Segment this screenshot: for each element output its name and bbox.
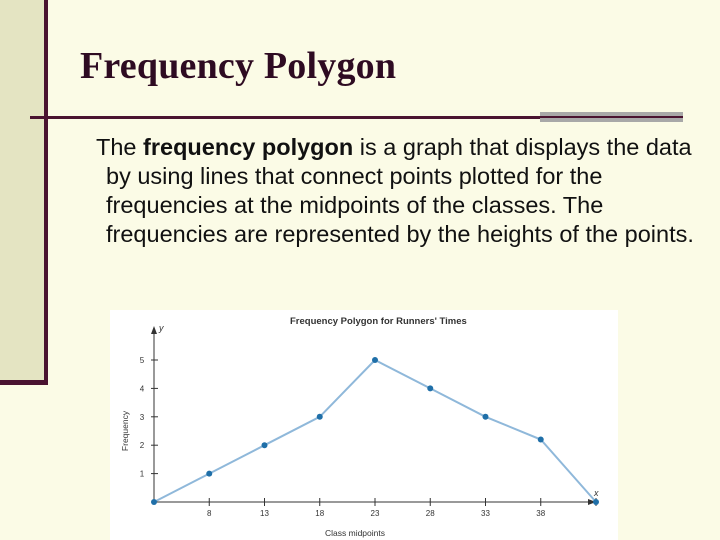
x-tick-label: 8	[207, 509, 212, 518]
x-tick-label: 38	[536, 509, 545, 518]
paragraph-term: frequency polygon	[143, 134, 354, 160]
paragraph-lead: The	[96, 134, 144, 160]
paragraph-rest: is a graph that displays the data by usi…	[106, 134, 694, 247]
y-axis-label: Frequency	[120, 410, 130, 451]
data-point	[206, 470, 213, 477]
title-divider	[30, 116, 540, 119]
y-tick-label: 1	[140, 470, 145, 479]
x-axis-arrow	[588, 499, 596, 505]
x-axis-label: Class midpoints	[325, 528, 385, 538]
data-point	[372, 357, 378, 363]
x-tick-label: 13	[260, 509, 269, 518]
left-band-underline	[0, 380, 48, 385]
frequency-polygon-chart: Frequency Polygon for Runners' Times x y 1 2…	[110, 310, 618, 540]
slide-paragraph: The frequency polygon is a graph that di…	[96, 133, 696, 249]
x-tick-label: 28	[426, 509, 435, 518]
y-axis-letter: y	[158, 323, 164, 333]
data-point	[151, 499, 157, 505]
y-tick-label: 5	[140, 356, 145, 365]
title-divider-accent	[540, 112, 683, 122]
data-point	[427, 385, 434, 392]
data-point	[593, 499, 599, 505]
x-tick-label: 33	[481, 509, 490, 518]
data-point	[261, 442, 268, 449]
y-tick-label: 3	[140, 413, 145, 422]
data-point	[537, 436, 544, 443]
slide-title: Frequency Polygon	[80, 45, 397, 87]
x-axis-letter: x	[593, 488, 599, 498]
left-decorative-band	[0, 0, 48, 383]
data-point	[316, 413, 323, 420]
chart-title: Frequency Polygon for Runners' Times	[290, 316, 467, 327]
chart-svg: Frequency Polygon for Runners' Times x y 1 2…	[120, 316, 599, 538]
x-tick-label: 18	[315, 509, 324, 518]
y-tick-label: 2	[140, 441, 145, 450]
data-point	[482, 413, 489, 420]
y-axis-arrow	[151, 326, 157, 334]
x-tick-label: 23	[371, 509, 380, 518]
polygon-series-line	[153, 358, 597, 503]
y-tick-label: 4	[140, 384, 145, 393]
